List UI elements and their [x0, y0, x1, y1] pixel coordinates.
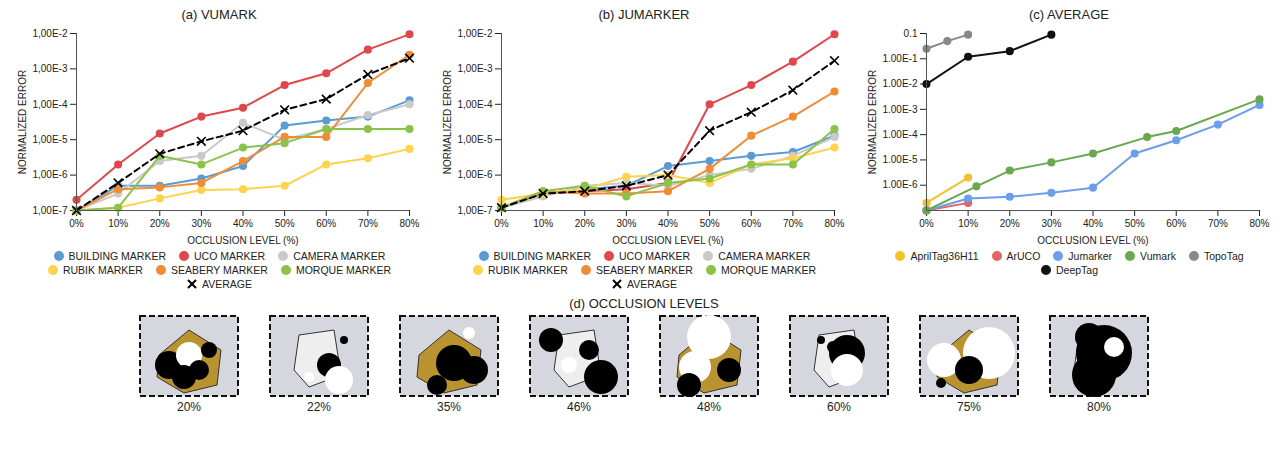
html-text:Jumarker: Jumarker: [1068, 250, 1113, 262]
svg-text:70%: 70%: [357, 218, 377, 229]
svg-text:1,00E-4: 1,00E-4: [457, 99, 492, 110]
svg-text:30%: 30%: [191, 218, 211, 229]
svg-text:50%: 50%: [699, 218, 719, 229]
svg-text:1,00E-3: 1,00E-3: [457, 63, 492, 74]
svg-text:NORMALIZED ERROR: NORMALIZED ERROR: [441, 70, 452, 174]
svg-text:20%: 20%: [574, 218, 594, 229]
html-text:SEABERY MARKER: SEABERY MARKER: [595, 264, 693, 276]
html-text:22%: 22%: [307, 400, 331, 414]
html-text:48%: 48%: [697, 400, 721, 414]
svg-text:1,00E-6: 1,00E-6: [457, 169, 492, 180]
html-text:(a) VUMARK: (a) VUMARK: [181, 7, 257, 22]
html-text:AVERAGE: AVERAGE: [627, 278, 677, 290]
svg-text:1.00E-1: 1.00E-1: [882, 53, 917, 64]
svg-text:50%: 50%: [274, 218, 294, 229]
svg-text:1.00E-3: 1.00E-3: [882, 104, 917, 115]
html-text:CAMERA MARKER: CAMERA MARKER: [293, 250, 386, 262]
svg-text:20%: 20%: [149, 218, 169, 229]
svg-text:80%: 80%: [824, 218, 844, 229]
html-text:20%: 20%: [177, 400, 201, 414]
svg-text:OCCLUSION LEVEL (%): OCCLUSION LEVEL (%): [612, 235, 723, 246]
svg-text:1,00E-7: 1,00E-7: [457, 205, 492, 216]
html-text:BUILDING MARKER: BUILDING MARKER: [68, 250, 166, 262]
svg-text:OCCLUSION LEVEL (%): OCCLUSION LEVEL (%): [1037, 235, 1148, 246]
html-text:(b) JUMARKER: (b) JUMARKER: [598, 7, 690, 22]
html-text:35%: 35%: [437, 400, 461, 414]
svg-text:60%: 60%: [741, 218, 761, 229]
svg-text:1.00E-2: 1.00E-2: [882, 78, 917, 89]
svg-text:0.1: 0.1: [903, 28, 917, 39]
svg-text:1,00E-2: 1,00E-2: [457, 28, 492, 39]
svg-text:1,00E-3: 1,00E-3: [32, 63, 67, 74]
html-text:UCO MARKER: UCO MARKER: [194, 250, 266, 262]
html-text:BUILDING MARKER: BUILDING MARKER: [493, 250, 591, 262]
html-text:(c) AVERAGE: (c) AVERAGE: [1029, 7, 1109, 22]
svg-text:0%: 0%: [919, 218, 934, 229]
html-text:TopoTag: TopoTag: [1203, 250, 1244, 262]
svg-text:40%: 40%: [232, 218, 252, 229]
svg-text:60%: 60%: [316, 218, 336, 229]
svg-text:30%: 30%: [616, 218, 636, 229]
svg-text:50%: 50%: [1124, 218, 1144, 229]
html-text:ArUCO: ArUCO: [1006, 250, 1041, 262]
svg-text:60%: 60%: [1166, 218, 1186, 229]
html-text:AprilTag36H11: AprilTag36H11: [910, 250, 979, 262]
svg-text:0%: 0%: [494, 218, 509, 229]
svg-text:1,00E-4: 1,00E-4: [32, 99, 67, 110]
html-text:Vumark: Vumark: [1140, 250, 1176, 262]
svg-text:1,00E-2: 1,00E-2: [32, 28, 67, 39]
html-text:AVERAGE: AVERAGE: [202, 278, 252, 290]
svg-text:1.00E-6: 1.00E-6: [882, 179, 917, 190]
html-text:DeepTag: DeepTag: [1056, 264, 1098, 276]
svg-text:40%: 40%: [1082, 218, 1102, 229]
svg-text:20%: 20%: [999, 218, 1019, 229]
html-text:75%: 75%: [957, 400, 981, 414]
svg-text:10%: 10%: [533, 218, 553, 229]
svg-text:OCCLUSION LEVEL (%): OCCLUSION LEVEL (%): [187, 235, 298, 246]
svg-text:1,00E-5: 1,00E-5: [457, 134, 492, 145]
svg-text:80%: 80%: [399, 218, 419, 229]
svg-text:80%: 80%: [1249, 218, 1269, 229]
html-text:MORQUE MARKER: MORQUE MARKER: [296, 264, 391, 276]
svg-text:1,00E-7: 1,00E-7: [32, 205, 67, 216]
svg-text:10%: 10%: [108, 218, 128, 229]
html-text:(d) OCCLUSION LEVELS: (d) OCCLUSION LEVELS: [569, 296, 719, 311]
html-text:CAMERA MARKER: CAMERA MARKER: [718, 250, 811, 262]
svg-text:70%: 70%: [1207, 218, 1227, 229]
html-text:MORQUE MARKER: MORQUE MARKER: [721, 264, 816, 276]
svg-text:1,00E-6: 1,00E-6: [32, 169, 67, 180]
svg-text:1.00E-5: 1.00E-5: [882, 154, 917, 165]
svg-text:30%: 30%: [1041, 218, 1061, 229]
svg-text:10%: 10%: [958, 218, 978, 229]
html-text:46%: 46%: [567, 400, 591, 414]
svg-text:NORMALIZED ERROR: NORMALIZED ERROR: [16, 70, 27, 174]
html-text:SEABERY MARKER: SEABERY MARKER: [170, 264, 268, 276]
html-text:RUBIK MARKER: RUBIK MARKER: [62, 264, 143, 276]
html-text:60%: 60%: [827, 400, 851, 414]
svg-text:NORMALIZED ERROR: NORMALIZED ERROR: [866, 70, 877, 174]
svg-text:1.00E-4: 1.00E-4: [882, 129, 917, 140]
svg-text:1,00E-5: 1,00E-5: [32, 134, 67, 145]
svg-text:0%: 0%: [69, 218, 84, 229]
html-text:80%: 80%: [1087, 400, 1111, 414]
html-text:RUBIK MARKER: RUBIK MARKER: [487, 264, 568, 276]
svg-text:70%: 70%: [782, 218, 802, 229]
svg-text:40%: 40%: [657, 218, 677, 229]
html-text:UCO MARKER: UCO MARKER: [619, 250, 691, 262]
